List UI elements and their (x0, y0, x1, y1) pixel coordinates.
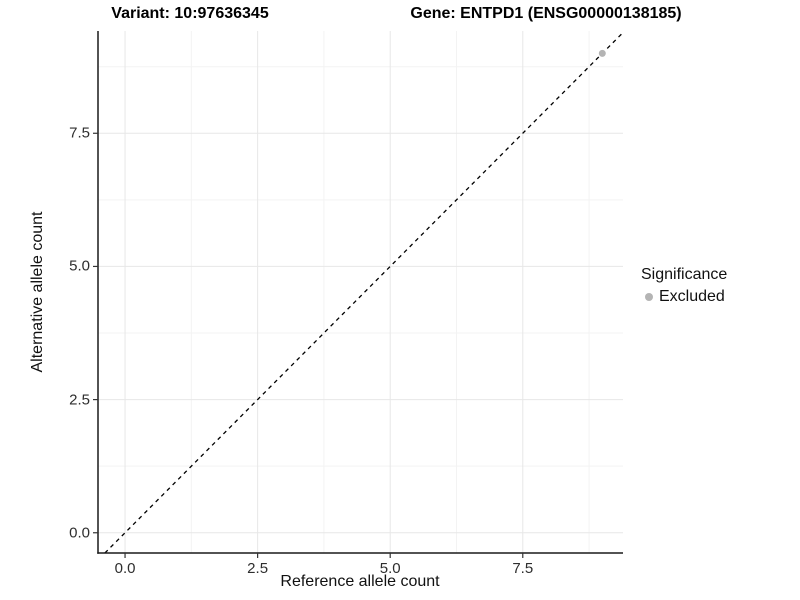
data-point-excluded (598, 49, 606, 57)
x-tick-label: 2.5 (247, 560, 269, 577)
legend-point-icon (645, 293, 653, 301)
y-tick-label: 5.0 (69, 257, 90, 275)
identity-dashed-line (104, 32, 624, 554)
y-tick-label: 7.5 (69, 124, 90, 142)
y-tick-label: 2.5 (69, 391, 90, 409)
x-tick-label: 5.0 (379, 560, 401, 577)
plot-title-variant: Variant: 10:97636345 (111, 5, 269, 22)
legend-item-excluded: Excluded (641, 288, 727, 306)
legend: Significance Excluded (641, 266, 727, 306)
x-tick-label: 7.5 (512, 560, 534, 577)
plot-title-gene: Gene: ENTPD1 (ENSG00000138185) (410, 5, 682, 22)
y-axis-title: Alternative allele count (29, 211, 46, 373)
x-tick-label: 0.0 (114, 560, 136, 577)
legend-title: Significance (641, 266, 728, 283)
y-tick-label: 0.0 (69, 524, 90, 542)
legend-item-label: Excluded (659, 288, 725, 305)
x-axis-title: Reference allele count (280, 573, 440, 590)
